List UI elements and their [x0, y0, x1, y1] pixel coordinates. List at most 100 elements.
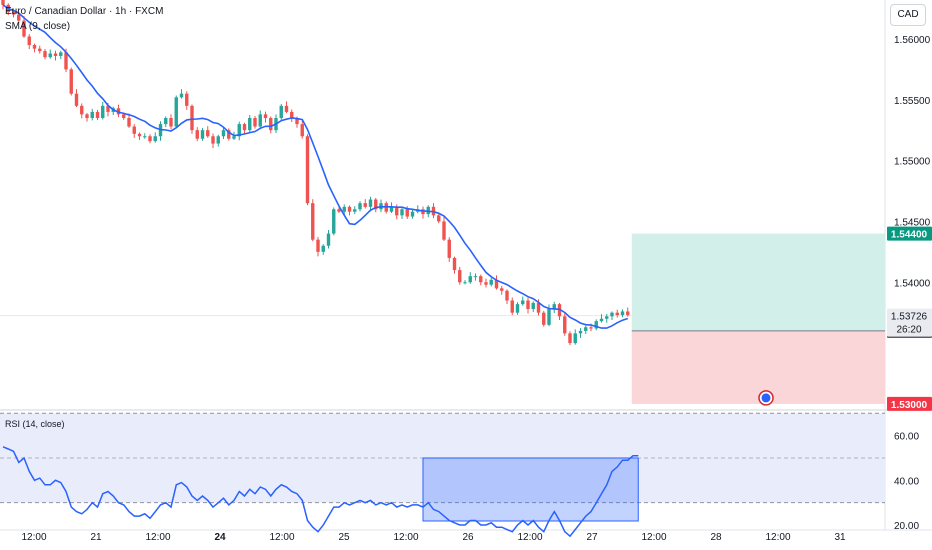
candle-body — [594, 321, 598, 329]
candle-body — [363, 203, 367, 207]
candle — [347, 205, 352, 216]
candle-body — [305, 136, 310, 204]
sma-legend[interactable]: SMA (9, close) — [5, 21, 71, 32]
candle — [620, 309, 625, 318]
candle-body — [69, 69, 73, 94]
time-tick-label: 12:00 — [765, 532, 790, 543]
candle-body — [316, 239, 320, 252]
candle — [80, 103, 84, 119]
candle-body — [615, 312, 619, 316]
candle-body — [332, 209, 336, 234]
candle — [458, 267, 462, 285]
candle-body — [200, 130, 205, 139]
candle — [158, 121, 163, 141]
candle-body — [500, 288, 504, 291]
candle-body — [1, 0, 5, 5]
candle — [494, 275, 499, 290]
candle-body — [284, 105, 289, 112]
event-marker-dot — [761, 393, 771, 403]
axes: 1.56000 1.55500 1.55000 1.54500 1.54000 60.00… — [21, 35, 932, 543]
candle-body — [599, 318, 604, 322]
candle-body — [169, 118, 173, 127]
symbol-title[interactable]: Euro / Canadian Dollar · 1h · FXCM — [5, 6, 164, 17]
candle-body — [300, 124, 304, 137]
time-tick-label: 12:00 — [21, 532, 46, 543]
candle-body — [452, 257, 457, 271]
candle — [437, 213, 441, 224]
candle — [59, 50, 63, 60]
candle — [200, 128, 205, 141]
stop-price-badge: 1.53000 — [887, 396, 932, 411]
candle — [599, 314, 604, 323]
candle — [610, 311, 614, 320]
candle-body — [174, 97, 178, 127]
rsi-selection-box[interactable] — [422, 457, 639, 522]
candle — [326, 229, 331, 249]
candle — [305, 134, 310, 206]
candle-body — [521, 300, 525, 305]
rsi-legend[interactable]: RSI (14, close) — [5, 419, 65, 429]
candle — [578, 328, 583, 338]
candle — [421, 206, 425, 219]
candle — [179, 89, 184, 99]
stop-zone[interactable] — [631, 330, 885, 404]
rsi-tick-label: 60.00 — [894, 432, 919, 443]
candle-body — [505, 290, 509, 301]
candle-body — [101, 105, 105, 119]
candle — [353, 206, 357, 215]
candle — [552, 301, 556, 314]
candle-body — [442, 221, 446, 240]
candle-body — [374, 199, 378, 210]
candle-body — [479, 276, 483, 283]
candle-body — [185, 93, 189, 106]
candle — [153, 132, 157, 143]
candle — [69, 67, 73, 96]
candle — [137, 132, 142, 140]
candle — [374, 197, 378, 213]
stop-price-badge-bg — [887, 396, 932, 411]
price-tick-label: 1.54000 — [894, 278, 931, 289]
candle-body — [164, 118, 168, 125]
candle-body — [279, 105, 283, 119]
rsi-line — [2, 446, 639, 538]
candle-body — [605, 316, 609, 319]
candle — [594, 319, 598, 331]
candle — [431, 203, 436, 219]
candle — [479, 274, 483, 286]
target-zone[interactable] — [631, 233, 885, 331]
time-tick-label: 26 — [462, 532, 474, 543]
currency-button[interactable]: CAD — [890, 4, 926, 26]
candle-body — [489, 279, 493, 285]
target-price-badge: 1.54400 — [887, 226, 932, 241]
candle — [615, 309, 619, 318]
candle-body — [295, 118, 299, 125]
candle — [568, 331, 572, 346]
candle-body — [395, 206, 399, 216]
candle — [132, 124, 136, 138]
candle — [90, 108, 94, 121]
candle — [74, 89, 79, 108]
candle — [279, 104, 283, 120]
time-tick-label: 12:00 — [641, 532, 666, 543]
candle-body — [510, 300, 514, 313]
time-tick-label: 28 — [710, 532, 722, 543]
candle — [321, 244, 325, 255]
candle — [484, 278, 488, 288]
candle-body — [326, 233, 331, 246]
time-tick-label: 25 — [338, 532, 350, 543]
candle-body — [405, 209, 409, 217]
candle-body — [127, 118, 131, 127]
price-tick-label: 1.56000 — [894, 35, 931, 46]
candle — [1, 0, 5, 10]
candle-body — [242, 124, 247, 131]
candle-body — [106, 105, 110, 112]
candle — [269, 116, 273, 134]
candle-body — [458, 270, 462, 283]
candle-body — [221, 130, 226, 137]
long-position-tool[interactable] — [631, 233, 885, 406]
sma-line — [2, 4, 629, 329]
candle — [85, 113, 89, 122]
candle — [22, 16, 26, 38]
candle — [563, 313, 567, 336]
